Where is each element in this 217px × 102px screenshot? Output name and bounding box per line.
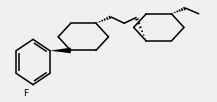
Text: F: F bbox=[23, 89, 29, 98]
Polygon shape bbox=[50, 48, 71, 53]
